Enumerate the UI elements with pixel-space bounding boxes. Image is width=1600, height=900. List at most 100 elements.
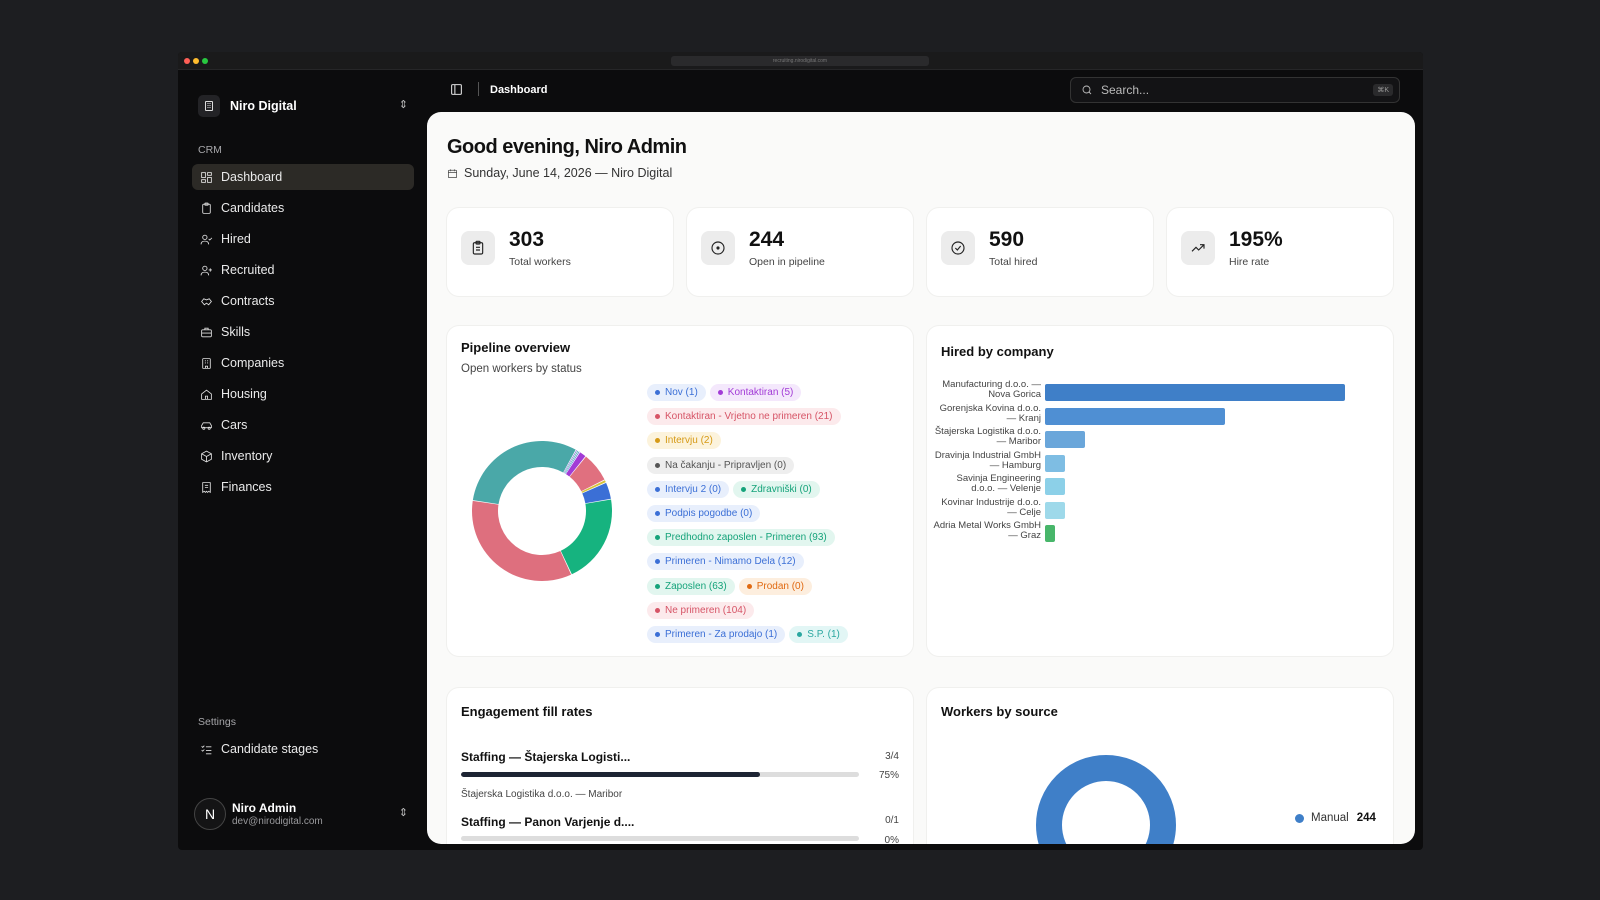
- stat-card-hire-rate: 195% Hire rate: [1167, 208, 1393, 296]
- status-chip[interactable]: Ne primeren (104): [647, 601, 755, 619]
- status-chip[interactable]: Prodan (0): [738, 577, 812, 595]
- status-chip[interactable]: S.P. (1): [789, 625, 848, 643]
- donut-slice-manual[interactable]: [1036, 755, 1176, 844]
- donut-slice-s-p-[interactable]: [564, 450, 579, 474]
- status-chip[interactable]: Zdravniški (0): [733, 480, 820, 498]
- chevrons-up-down-icon: ⇕: [398, 99, 408, 111]
- legend-row: Kontaktiran - Vrjetno ne primeren (21): [647, 406, 887, 430]
- donut-slice-predhodno-zaposlen-primeren[interactable]: [472, 441, 576, 505]
- status-chip[interactable]: Podpis pogodbe (0): [647, 504, 761, 522]
- settings-nav: Candidate stages: [192, 736, 414, 767]
- card-title: Pipeline overview: [461, 340, 571, 355]
- status-chip[interactable]: Intervju 2 (0): [647, 480, 730, 498]
- chevrons-up-down-icon: ⇕: [398, 807, 408, 819]
- main-content: Good evening, Niro Admin Sunday, June 14…: [427, 112, 1415, 844]
- status-chip[interactable]: Primeren - Nimamo Dela (12): [647, 553, 804, 571]
- org-switcher[interactable]: Niro Digital ⇕: [198, 94, 408, 118]
- engagement-item-title[interactable]: Staffing — Panon Varjenje d....: [461, 815, 635, 829]
- donut-slice-primeren-nimamo-dela[interactable]: [582, 482, 611, 504]
- sidebar-item-candidate-stages[interactable]: Candidate stages: [192, 736, 414, 762]
- bar-label: Kovinar Industrije d.o.o. — Celje: [941, 496, 1041, 518]
- sidebar-item-cars[interactable]: Cars: [192, 412, 414, 438]
- donut-slice-kontaktiran-vrjetno-ne-primeren[interactable]: [569, 456, 605, 492]
- sidebar-item-housing[interactable]: Housing: [192, 381, 414, 407]
- donut-slice-nov[interactable]: [565, 451, 580, 474]
- sidebar-item-label: Hired: [221, 232, 251, 246]
- status-chip[interactable]: Primeren - Za prodajo (1): [647, 625, 786, 643]
- bar-company[interactable]: [1045, 384, 1345, 401]
- status-chip[interactable]: Zaposlen (63): [647, 577, 735, 595]
- briefcase-icon: [201, 327, 212, 337]
- stat-value: 195%: [1229, 228, 1283, 251]
- donut-slice-primeren-za-prodajo[interactable]: [563, 450, 577, 473]
- status-chip[interactable]: Kontaktiran - Vrjetno ne primeren (21): [647, 408, 841, 426]
- sidebar-item-recruited[interactable]: Recruited: [192, 257, 414, 283]
- sidebar-item-finances[interactable]: Finances: [192, 474, 414, 500]
- calendar-icon: [448, 168, 457, 178]
- workers-by-source-donut: [1036, 755, 1176, 844]
- status-dot: [717, 390, 723, 395]
- status-chip[interactable]: Intervju (2): [647, 432, 721, 450]
- status-dot: [655, 559, 660, 565]
- stat-value: 590: [989, 228, 1025, 251]
- donut-slice-ne-primeren[interactable]: [472, 500, 572, 581]
- bar-company[interactable]: [1045, 478, 1065, 495]
- status-chip[interactable]: Predhodno zaposlen - Primeren (93): [647, 529, 835, 547]
- status-chip-label: S.P. (1): [807, 628, 840, 640]
- close-window-button[interactable]: [184, 58, 190, 64]
- breadcrumb[interactable]: Dashboard: [490, 84, 548, 96]
- sidebar-item-companies[interactable]: Companies: [192, 350, 414, 376]
- bar-company[interactable]: [1045, 407, 1225, 425]
- pipeline-legend: Nov (1) Kontaktiran (5) Kontaktiran - Vrje…: [647, 382, 887, 648]
- user-plus-icon: [200, 265, 212, 275]
- engagement-item-fraction: 0/1: [885, 815, 899, 826]
- user-check-icon: [200, 234, 213, 244]
- source-legend: Manual 244: [1295, 812, 1376, 824]
- address-bar[interactable]: recruiting.nirodigital.com: [671, 56, 929, 66]
- sidebar-item-skills[interactable]: Skills: [192, 319, 414, 345]
- workers-by-source-card: Workers by source Manual 244: [927, 688, 1393, 844]
- engagement-item-company: Štajerska Logistika d.o.o. — Maribor: [461, 789, 623, 800]
- status-chip[interactable]: Kontaktiran (5): [709, 384, 802, 401]
- page-title: Good evening, Niro Admin: [447, 136, 687, 158]
- dashboard-icon: [201, 171, 212, 183]
- search-input[interactable]: Search... ⌘K: [1070, 77, 1400, 103]
- legend-row: Intervju 2 (0) Zdravniški (0): [647, 479, 887, 503]
- bar-company[interactable]: [1045, 454, 1065, 472]
- engagement-item-percent: 0%: [884, 835, 899, 844]
- card-title: Workers by source: [941, 704, 1058, 719]
- bar-company[interactable]: [1045, 525, 1055, 542]
- status-chip[interactable]: Na čakanju - Pripravljen (0): [647, 456, 795, 474]
- legend-row: Predhodno zaposlen - Primeren (93): [647, 527, 887, 551]
- sidebar-item-label: Candidate stages: [221, 742, 319, 756]
- maximize-window-button[interactable]: [202, 58, 208, 64]
- avatar: N: [194, 798, 226, 830]
- stat-label: Hire rate: [1229, 256, 1270, 268]
- card-subtitle: Open workers by status: [461, 363, 582, 375]
- sidebar-item-candidates[interactable]: Candidates: [192, 195, 414, 221]
- list-checks-icon: [201, 744, 212, 754]
- engagement-item-fraction: 3/4: [885, 751, 899, 762]
- status-chip-label: Ne primeren (104): [665, 604, 747, 616]
- donut-slice-kontaktiran[interactable]: [565, 452, 586, 477]
- legend-row: Podpis pogodbe (0): [647, 503, 887, 527]
- donut-slice-zaposlen[interactable]: [560, 499, 612, 575]
- sidebar-item-hired[interactable]: Hired: [192, 226, 414, 252]
- sidebar-item-dashboard[interactable]: Dashboard: [192, 164, 414, 190]
- circle-dot-icon: [701, 231, 735, 265]
- donut-slice-intervju[interactable]: [581, 480, 606, 493]
- engagement-fill-rates-card: Engagement fill rates Staffing — Štajers…: [447, 688, 913, 844]
- sidebar-item-inventory[interactable]: Inventory: [192, 443, 414, 469]
- bar-company[interactable]: [1045, 501, 1065, 519]
- sidebar-toggle-icon[interactable]: [450, 83, 463, 101]
- user-menu[interactable]: N Niro Admin dev@nirodigital.com ⇕: [194, 796, 408, 832]
- car-icon: [201, 421, 212, 430]
- status-chip[interactable]: Nov (1): [647, 384, 706, 401]
- status-dot: [797, 631, 803, 637]
- sidebar-item-contracts[interactable]: Contracts: [192, 288, 414, 314]
- minimize-window-button[interactable]: [193, 58, 199, 64]
- bar-company[interactable]: [1045, 431, 1085, 448]
- stat-value: 244: [749, 228, 785, 251]
- status-dot: [655, 414, 660, 420]
- engagement-item-title[interactable]: Staffing — Štajerska Logisti...: [461, 750, 631, 764]
